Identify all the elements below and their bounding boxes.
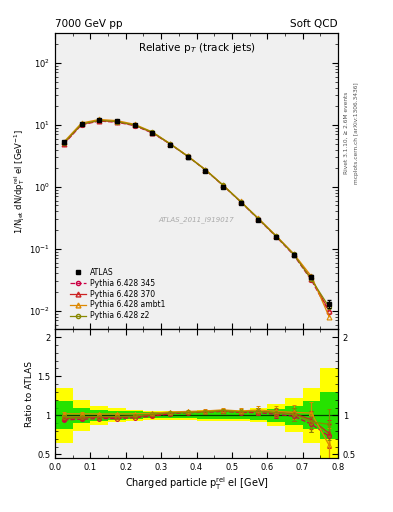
Text: mcplots.cern.ch [arXiv:1306.3436]: mcplots.cern.ch [arXiv:1306.3436] — [354, 82, 359, 184]
Text: Relative p$_{T}$ (track jets): Relative p$_{T}$ (track jets) — [138, 40, 255, 55]
Y-axis label: Ratio to ATLAS: Ratio to ATLAS — [25, 361, 34, 427]
X-axis label: Charged particle p$_\mathrm{T}^\mathrm{rel}$ el [GeV]: Charged particle p$_\mathrm{T}^\mathrm{r… — [125, 475, 268, 492]
Legend: ATLAS, Pythia 6.428 345, Pythia 6.428 370, Pythia 6.428 ambt1, Pythia 6.428 z2: ATLAS, Pythia 6.428 345, Pythia 6.428 37… — [67, 265, 168, 323]
Y-axis label: 1/N$_\mathrm{jet}$ dN/dp$_\mathrm{T}^\mathrm{rel}$ el [GeV$^{-1}$]: 1/N$_\mathrm{jet}$ dN/dp$_\mathrm{T}^\ma… — [12, 129, 27, 234]
Text: 7000 GeV pp: 7000 GeV pp — [55, 19, 123, 29]
Text: Rivet 3.1.10, ≥ 2.6M events: Rivet 3.1.10, ≥ 2.6M events — [344, 92, 349, 174]
Text: ATLAS_2011_I919017: ATLAS_2011_I919017 — [159, 217, 234, 223]
Text: Soft QCD: Soft QCD — [290, 19, 338, 29]
